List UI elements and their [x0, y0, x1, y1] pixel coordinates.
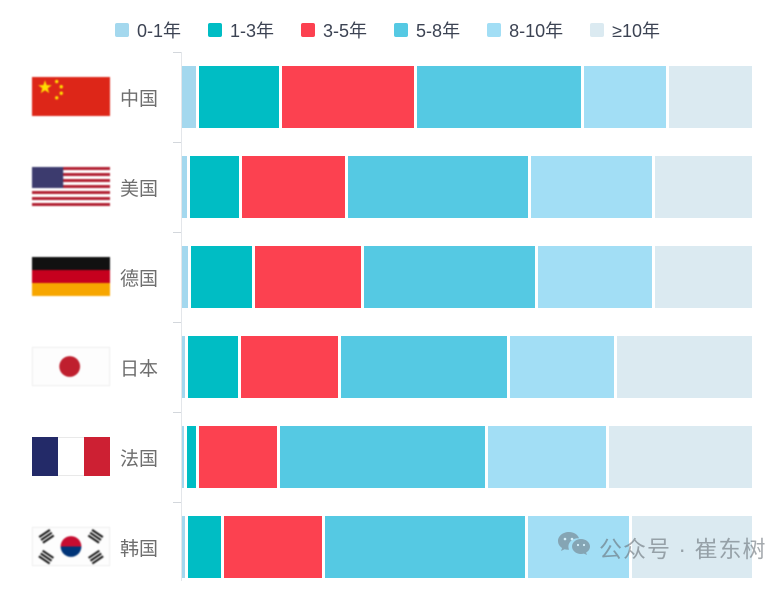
legend-swatch — [115, 23, 129, 37]
bar-segment[interactable] — [488, 426, 607, 488]
axis-tick — [173, 412, 181, 413]
bar-segment[interactable] — [182, 66, 196, 128]
legend-swatch — [487, 23, 502, 37]
bar-segment[interactable] — [617, 336, 752, 398]
bar-segment[interactable] — [187, 426, 197, 488]
legend-swatch — [394, 23, 409, 37]
bar-track — [182, 426, 752, 488]
axis-tick — [173, 232, 181, 233]
chart-row: 中国 — [0, 52, 775, 142]
bar-segment[interactable] — [199, 426, 278, 488]
chart-row: 韩国 — [0, 502, 775, 592]
bar-segment[interactable] — [654, 156, 752, 218]
bar-segment[interactable] — [198, 66, 279, 128]
watermark: 公众号 · 崔东树 — [556, 530, 766, 564]
bar-track — [182, 516, 753, 578]
bar-track — [182, 156, 752, 218]
bar-segment[interactable] — [187, 336, 238, 398]
category-label: 美国 — [120, 178, 159, 200]
axis-tick — [173, 322, 181, 323]
bar-segment[interactable] — [583, 66, 667, 128]
bar-track — [182, 336, 752, 398]
watermark-text: 公众号 · 崔东树 — [599, 536, 767, 562]
bar-segment[interactable] — [325, 516, 525, 578]
category-label: 韩国 — [120, 538, 159, 560]
bar-segment[interactable] — [416, 66, 581, 128]
axis-tick — [173, 502, 181, 503]
flag-icon-kr — [32, 527, 110, 566]
category-label: 中国 — [120, 88, 159, 110]
axis-tick — [173, 142, 181, 143]
bar-segment[interactable] — [255, 246, 361, 308]
legend-item-4[interactable]: 8-10年 — [487, 17, 563, 43]
legend-swatch — [590, 23, 605, 37]
bar-segment[interactable] — [240, 336, 339, 398]
flag-icon-us — [32, 167, 110, 206]
legend-item-5[interactable]: ≥10年 — [590, 17, 660, 43]
chart-row: 日本 — [0, 322, 775, 412]
bar-segment[interactable] — [223, 516, 323, 578]
bar-segment[interactable] — [190, 156, 240, 218]
chart-row: 美国 — [0, 142, 775, 232]
bar-segment[interactable] — [182, 336, 185, 398]
bar-segment[interactable] — [341, 336, 508, 398]
flag-icon-jp — [32, 347, 110, 386]
legend-label: 0-1年 — [137, 21, 182, 41]
plot-area: 中国美国德国日本法国韩国 — [0, 52, 775, 581]
legend-label: 1-3年 — [230, 21, 275, 41]
legend-swatch — [208, 23, 223, 37]
bar-segment[interactable] — [530, 156, 652, 218]
bar-segment[interactable] — [191, 246, 253, 308]
legend-label: ≥10年 — [612, 21, 660, 41]
bar-segment[interactable] — [510, 336, 615, 398]
bar-track — [182, 66, 752, 128]
bar-segment[interactable] — [187, 516, 221, 578]
y-axis-line — [181, 52, 182, 581]
legend-label: 8-10年 — [509, 21, 564, 41]
axis-tick — [173, 52, 181, 53]
legend-item-2[interactable]: 3-5年 — [301, 17, 367, 43]
bar-segment[interactable] — [182, 246, 189, 308]
bar-segment[interactable] — [281, 66, 414, 128]
legend-label: 5-8年 — [416, 21, 461, 41]
bar-segment[interactable] — [242, 156, 345, 218]
bar-segment[interactable] — [182, 156, 187, 218]
category-label: 法国 — [120, 448, 159, 470]
legend-item-0[interactable]: 0-1年 — [115, 17, 181, 43]
bar-segment[interactable] — [347, 156, 528, 218]
bar-segment[interactable] — [669, 66, 752, 128]
legend-label: 3-5年 — [323, 21, 368, 41]
bar-segment[interactable] — [609, 426, 752, 488]
legend: 0-1年 1-3年 3-5年 5-8年 8-10年 ≥10年 — [0, 17, 775, 43]
category-label: 德国 — [120, 268, 159, 290]
flag-icon-fr — [32, 437, 110, 476]
legend-swatch — [301, 23, 316, 37]
bar-segment[interactable] — [655, 246, 752, 308]
wechat-icon — [556, 530, 592, 564]
bar-segment[interactable] — [537, 246, 653, 308]
category-label: 日本 — [120, 358, 159, 380]
legend-item-3[interactable]: 5-8年 — [394, 17, 460, 43]
bar-segment[interactable] — [182, 516, 185, 578]
bar-segment[interactable] — [182, 426, 185, 488]
flag-icon-de — [32, 257, 110, 296]
bar-segment[interactable] — [363, 246, 535, 308]
chart-row: 法国 — [0, 412, 775, 502]
legend-item-1[interactable]: 1-3年 — [208, 17, 274, 43]
bar-segment[interactable] — [631, 516, 753, 578]
bar-track — [182, 246, 752, 308]
bar-segment[interactable] — [280, 426, 486, 488]
flag-icon-cn — [32, 77, 110, 116]
chart-row: 德国 — [0, 232, 775, 322]
